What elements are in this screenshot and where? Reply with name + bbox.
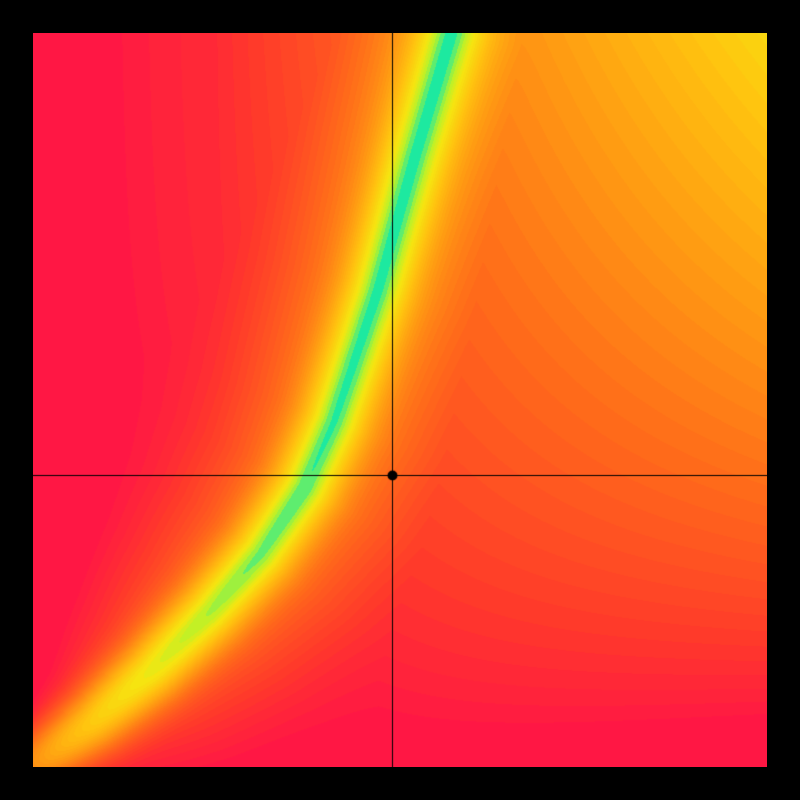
watermark-text: TheBottleneck.com	[573, 6, 770, 30]
chart-container: TheBottleneck.com	[0, 0, 800, 800]
bottleneck-heatmap-canvas	[33, 33, 767, 767]
